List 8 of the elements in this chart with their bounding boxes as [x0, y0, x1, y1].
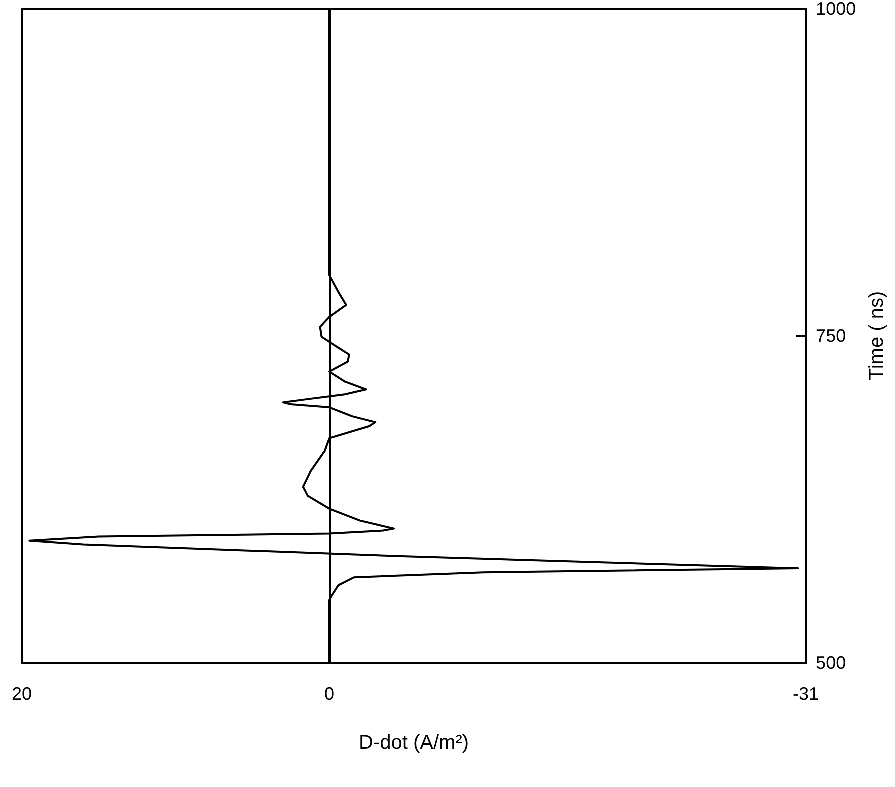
- x-tick-label: -31: [793, 684, 820, 704]
- y-tick-label: 750: [816, 326, 846, 346]
- y-tick-label: 1000: [816, 0, 856, 19]
- x-tick-label: 20: [12, 684, 32, 704]
- x-axis-title: D-dot (A/m²): [359, 732, 470, 754]
- y-tick-label: 500: [816, 653, 846, 673]
- y-axis-title: Time ( ns): [866, 291, 888, 381]
- x-tick-label: 0: [324, 684, 334, 704]
